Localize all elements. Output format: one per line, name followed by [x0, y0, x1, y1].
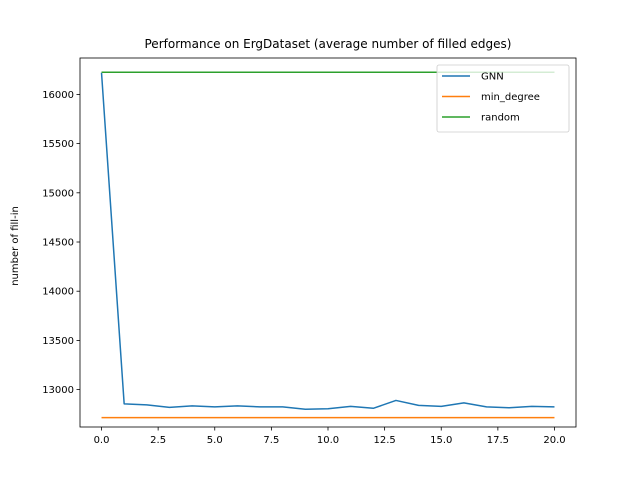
- x-tick-label: 17.5: [487, 435, 509, 446]
- y-tick-label: 14500: [42, 238, 74, 249]
- y-tick-label: 15000: [42, 188, 74, 199]
- y-tick-label: 13500: [42, 336, 74, 347]
- x-tick-label: 15.0: [430, 435, 452, 446]
- legend-label-min-degree: min_degree: [481, 92, 540, 103]
- legend-label-random: random: [481, 113, 520, 124]
- y-tick-label: 16000: [42, 90, 74, 101]
- legend-box: [436, 64, 570, 133]
- x-tick-label: 7.5: [263, 435, 279, 446]
- x-tick-label: 12.5: [373, 435, 395, 446]
- x-tick-label: 2.5: [150, 435, 166, 446]
- y-tick-label: 14000: [42, 287, 74, 298]
- y-tick-label: 13000: [42, 385, 74, 396]
- y-tick-label: 15500: [42, 139, 74, 150]
- chart-title: Performance on ErgDataset (average numbe…: [145, 37, 512, 51]
- series-line-GNN: [100, 72, 555, 411]
- x-tick-label: 5.0: [207, 435, 223, 446]
- x-tick-label: 0.0: [94, 435, 110, 446]
- x-tick-label: 20.0: [543, 435, 565, 446]
- legend-label-GNN: GNN: [481, 72, 504, 83]
- x-tick-label: 10.0: [317, 435, 339, 446]
- y-axis-label: number of fill-in: [10, 206, 21, 286]
- axes-layer: 0.0 2.5 5.0 7.5 10.0 12.5 15.0 17.5 20.0 13000 135…: [42, 57, 577, 446]
